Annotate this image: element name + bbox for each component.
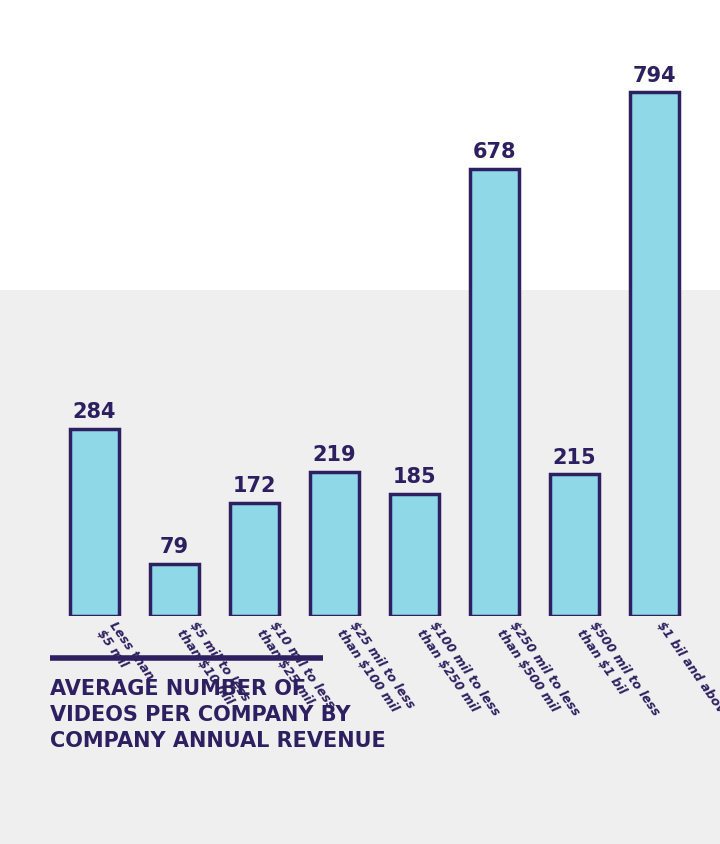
Bar: [150, 564, 199, 616]
Bar: [310, 472, 359, 616]
Bar: [549, 474, 599, 616]
Bar: [0, 0, 720, 290]
Text: AVERAGE NUMBER OF
VIDEOS PER COMPANY BY
COMPANY ANNUAL REVENUE: AVERAGE NUMBER OF VIDEOS PER COMPANY BY …: [50, 679, 386, 750]
Bar: [629, 92, 679, 616]
Text: 185: 185: [392, 468, 436, 488]
Text: 794: 794: [633, 66, 676, 86]
Bar: [469, 169, 519, 616]
Text: 284: 284: [73, 403, 116, 422]
Text: 79: 79: [160, 538, 189, 557]
Text: 219: 219: [312, 445, 356, 465]
Bar: [0, 290, 720, 844]
Bar: [390, 494, 439, 616]
Text: 678: 678: [472, 143, 516, 162]
Text: 172: 172: [233, 476, 276, 496]
Text: 215: 215: [552, 447, 596, 468]
Bar: [230, 503, 279, 616]
Bar: [70, 429, 120, 616]
